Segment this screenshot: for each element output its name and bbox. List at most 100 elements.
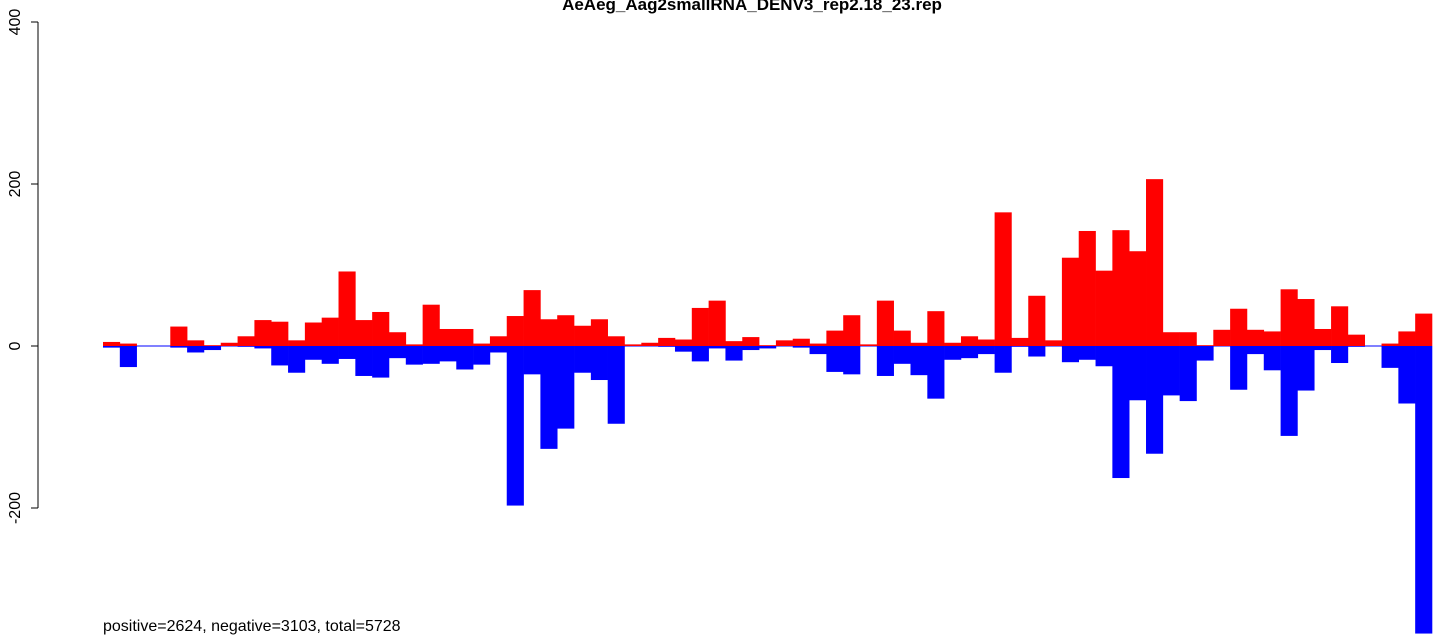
bar [388,346,407,359]
bar [658,346,676,347]
y-tick-label: 0 [7,341,24,350]
bar [1061,257,1080,346]
bar [372,346,390,378]
bar [994,212,1012,346]
bar [708,300,726,346]
bar [1263,331,1281,346]
bar [1095,270,1113,346]
bar [1028,346,1046,357]
bar [860,344,878,346]
bar [1129,346,1147,401]
bar [355,346,373,376]
bar [103,346,121,348]
bar [1331,346,1349,364]
bar [1347,334,1366,346]
bar [254,320,272,346]
bar [910,342,928,346]
bar [103,341,121,346]
bar [607,346,625,424]
bar [1162,332,1180,346]
bar [473,346,491,365]
bar [557,346,575,429]
bar [271,321,289,346]
bar [473,343,491,346]
bar [456,328,474,346]
bar [1078,346,1096,360]
bar [1011,346,1029,347]
bar [187,346,205,353]
bar [405,344,423,346]
bar [960,336,979,346]
bar [674,339,693,346]
y-tick-label: -200 [7,492,24,524]
bar [674,346,693,352]
bar [1230,308,1248,346]
bar [742,346,760,351]
bar [237,336,255,346]
bar [1381,343,1399,346]
bar [1297,346,1315,391]
bar [590,346,608,381]
bar [304,322,322,346]
bar [691,307,709,346]
bar [977,346,995,355]
bar [422,346,440,364]
bar [574,325,592,346]
bar [1314,346,1332,351]
bar [843,346,861,375]
bar [1280,289,1298,346]
bar [170,346,188,348]
bar [1011,337,1029,346]
bar [439,328,457,346]
bar [893,346,911,364]
bar [994,346,1012,373]
bar [1415,346,1433,634]
bar [658,337,676,346]
bar [1280,346,1298,436]
bar [1398,346,1416,404]
bar [977,339,995,346]
bar [876,346,894,376]
bar [944,342,962,346]
bar [321,317,339,346]
bar [792,338,810,346]
bar [876,300,894,346]
bar [1213,329,1231,346]
bar [372,311,390,346]
bar [405,346,423,365]
bar [506,316,524,346]
bar [271,346,289,366]
bar [1196,345,1214,346]
bar [1415,313,1433,346]
bar [388,332,407,346]
bar [843,315,861,346]
bar [1061,346,1080,363]
bar [944,346,962,360]
bar [809,343,827,346]
bar [304,346,322,360]
bar [691,346,709,362]
bar [237,346,255,347]
bar [826,346,844,372]
bar [1246,329,1265,346]
bar [489,346,508,353]
bar [607,336,625,346]
bar [254,346,272,349]
bar [1146,346,1164,454]
bar [910,346,928,376]
bar [321,346,339,364]
bar [1398,331,1416,346]
bar [809,346,827,355]
bar [759,345,777,346]
bar [557,315,575,346]
bar [1246,346,1265,355]
bar [1112,230,1130,346]
bar [1078,230,1096,346]
bar [1263,346,1281,371]
bar [1381,346,1399,368]
bar [1314,328,1332,346]
bar [523,290,541,346]
bar [119,343,137,346]
bar [540,319,558,346]
